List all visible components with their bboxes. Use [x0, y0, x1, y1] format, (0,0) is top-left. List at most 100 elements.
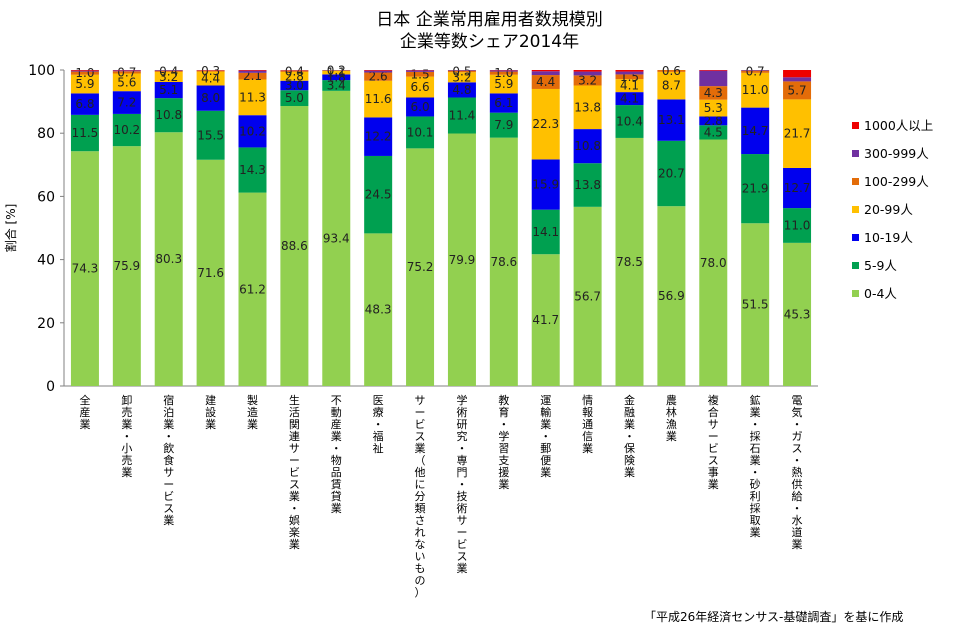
data-label: 21.7 [784, 127, 811, 141]
bar-segment [70, 151, 99, 386]
data-label: 5.9 [494, 77, 513, 91]
bar-segment [699, 116, 728, 126]
data-label: 13.8 [574, 178, 601, 192]
bar-segment [783, 208, 812, 243]
data-label: 11.0 [742, 83, 769, 97]
data-label: 0.4 [285, 64, 304, 78]
bar-segment [489, 112, 518, 138]
bar-segment [783, 77, 812, 82]
data-label: 4.1 [620, 79, 639, 93]
data-label: 75.2 [407, 260, 434, 274]
data-label: 10.8 [574, 139, 601, 153]
category-label: 農林漁業 [666, 393, 677, 443]
data-label: 11.4 [449, 109, 476, 123]
bar-segment [154, 70, 183, 71]
chart-subtitle: 企業等数シェア2014年 [399, 32, 580, 52]
bar-segment [783, 70, 812, 78]
bar-segment [657, 70, 686, 72]
data-label: 5.6 [117, 75, 136, 89]
bar-segment [280, 70, 309, 72]
bar-segment [154, 132, 183, 386]
bar-segment [615, 71, 644, 75]
data-label: 78.5 [616, 255, 643, 269]
bar-segment [70, 71, 99, 75]
data-label: 5.3 [704, 101, 723, 115]
bar-segment [112, 146, 141, 386]
bar-segment [741, 70, 770, 71]
data-label: 8.0 [201, 91, 220, 105]
bar-segment [322, 80, 351, 91]
data-label: 10.2 [113, 123, 140, 137]
data-label: 0.4 [159, 64, 178, 78]
data-label: 2.8 [285, 69, 304, 83]
data-label: 20.7 [658, 166, 685, 180]
bar-segment [154, 70, 183, 72]
data-label: 0.3 [201, 64, 220, 78]
data-label: 14.3 [239, 163, 266, 177]
legend-label: 100-299人 [864, 174, 929, 189]
bar-segment [364, 233, 393, 386]
category-label: サービス業（他に分類されないもの） [415, 394, 426, 599]
legend-label: 300-999人 [864, 146, 929, 161]
legend-swatch [852, 178, 859, 185]
bar-segment [196, 85, 225, 111]
bar-segment [70, 93, 99, 115]
y-tick-label: 100 [28, 63, 55, 79]
legend-swatch [852, 122, 859, 129]
category-label: 教育・学習支援業 [498, 394, 509, 491]
bar-segment [699, 99, 728, 117]
data-label: 11.6 [365, 92, 392, 106]
bar-segment [364, 70, 393, 73]
bar-segment [238, 79, 267, 116]
category-label: 卸売業・小売業 [121, 393, 132, 479]
data-label: 48.3 [365, 303, 392, 317]
bar-segment [322, 70, 351, 75]
category-label: 学術研究・専門・技術サービス業 [456, 393, 467, 575]
bar-segment [196, 110, 225, 160]
legend-swatch [852, 290, 859, 297]
bar-segment [447, 82, 476, 98]
legend-label: 1000人以上 [864, 118, 933, 133]
bar-segment [238, 72, 267, 80]
bar-segment [531, 88, 560, 160]
data-label: 8.7 [662, 79, 681, 93]
data-label: 5.0 [285, 91, 304, 105]
bar-segment [406, 148, 435, 386]
bar-segment [615, 92, 644, 106]
data-label: 1.0 [494, 66, 513, 80]
bar-segment [238, 70, 267, 73]
data-label: 5.1 [159, 83, 178, 97]
legend-label: 10-19人 [864, 230, 913, 245]
data-label: 10.2 [239, 124, 266, 138]
category-label: 情報通信業 [582, 394, 593, 455]
data-label: 4.4 [201, 72, 220, 86]
bar-segment [406, 70, 435, 72]
bar-segment [322, 70, 351, 71]
y-axis-title: 割合 [%] [3, 204, 18, 253]
bar-segment [238, 115, 267, 148]
bar-segment [238, 192, 267, 386]
bar-segment [573, 85, 602, 130]
data-label: 1.0 [75, 66, 94, 80]
bar-segment [447, 72, 476, 83]
data-label: 4.1 [620, 92, 639, 106]
data-label: 4.3 [704, 86, 723, 100]
bar-segment [615, 137, 644, 386]
bar-segment [238, 147, 267, 193]
bar-segment [322, 74, 351, 81]
data-label: 0.2 [327, 64, 346, 78]
data-label: 11.3 [239, 90, 266, 104]
data-label: 78.0 [700, 256, 727, 270]
legend-swatch [852, 234, 859, 241]
data-label: 3.2 [578, 73, 597, 87]
data-label: 12.2 [365, 130, 392, 144]
data-label: 78.6 [490, 255, 517, 269]
data-label: 1.1 [327, 66, 346, 80]
data-label: 3.2 [159, 70, 178, 84]
bar-segment [489, 70, 518, 72]
data-label: 45.3 [784, 307, 811, 321]
data-label: 4.4 [536, 75, 555, 89]
data-label: 88.6 [281, 239, 308, 253]
bar-segment [280, 90, 309, 107]
